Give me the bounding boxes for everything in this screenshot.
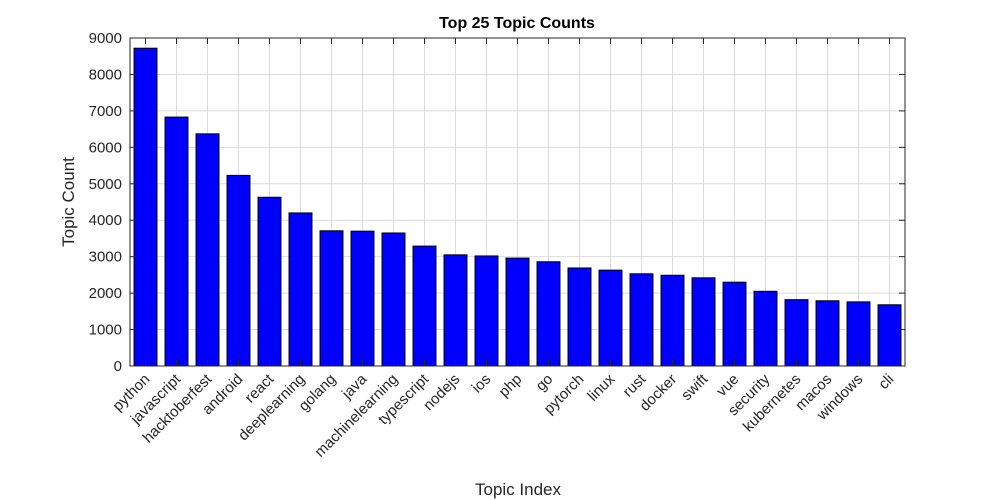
y-tick-label: 1000 <box>89 322 122 339</box>
bar-kubernetes <box>784 299 809 367</box>
y-axis-label: Topic Count <box>59 157 78 247</box>
bar-deeplearning <box>288 212 313 367</box>
bar-hacktoberfest <box>195 133 220 367</box>
y-tick-label: 4000 <box>89 212 122 229</box>
bar-nodejs <box>443 254 468 367</box>
bar-java <box>350 230 375 367</box>
bar-macos <box>815 300 840 367</box>
bar-ios <box>474 255 499 367</box>
x-tick-label-cli: cli <box>875 371 897 393</box>
bar-golang <box>319 230 344 367</box>
x-tick-label-swift: swift <box>678 370 712 404</box>
bar-swift <box>691 277 716 367</box>
y-tick-label: 8000 <box>89 66 122 83</box>
bar-python <box>133 47 158 367</box>
x-tick-label-go: go <box>533 371 557 395</box>
x-tick-label-php: php <box>496 371 526 401</box>
bar-android <box>226 174 251 367</box>
bars <box>133 47 902 367</box>
y-tick-label: 9000 <box>89 30 122 47</box>
chart-title: Top 25 Topic Counts <box>439 15 595 32</box>
bar-windows <box>846 301 871 367</box>
bar-rust <box>629 273 654 367</box>
bar-go <box>536 261 561 367</box>
bar-docker <box>660 274 685 367</box>
bar-machinelearning <box>381 232 406 367</box>
bar-react <box>257 196 282 367</box>
y-tick-label: 7000 <box>89 103 122 120</box>
bar-cli <box>877 304 902 367</box>
bar-typescript <box>412 245 437 367</box>
y-tick-label: 2000 <box>89 285 122 302</box>
y-tick-label: 6000 <box>89 139 122 156</box>
bar-javascript <box>164 116 189 367</box>
bar-php <box>505 257 530 367</box>
bar-security <box>753 290 778 367</box>
x-axis-label: Topic Index <box>475 480 561 499</box>
y-axis-ticks: 0 1000 2000 3000 4000 5000 6000 7000 8000 9000 <box>89 30 905 375</box>
bar-linux <box>598 269 623 367</box>
y-tick-label: 5000 <box>89 176 122 193</box>
y-tick-label: 0 <box>114 358 122 375</box>
y-tick-label: 3000 <box>89 249 122 266</box>
bar-pytorch <box>567 267 592 367</box>
bar-vue <box>722 281 747 367</box>
x-tick-label-ios: ios <box>469 371 495 397</box>
x-tick-label-linux: linux <box>584 370 618 404</box>
